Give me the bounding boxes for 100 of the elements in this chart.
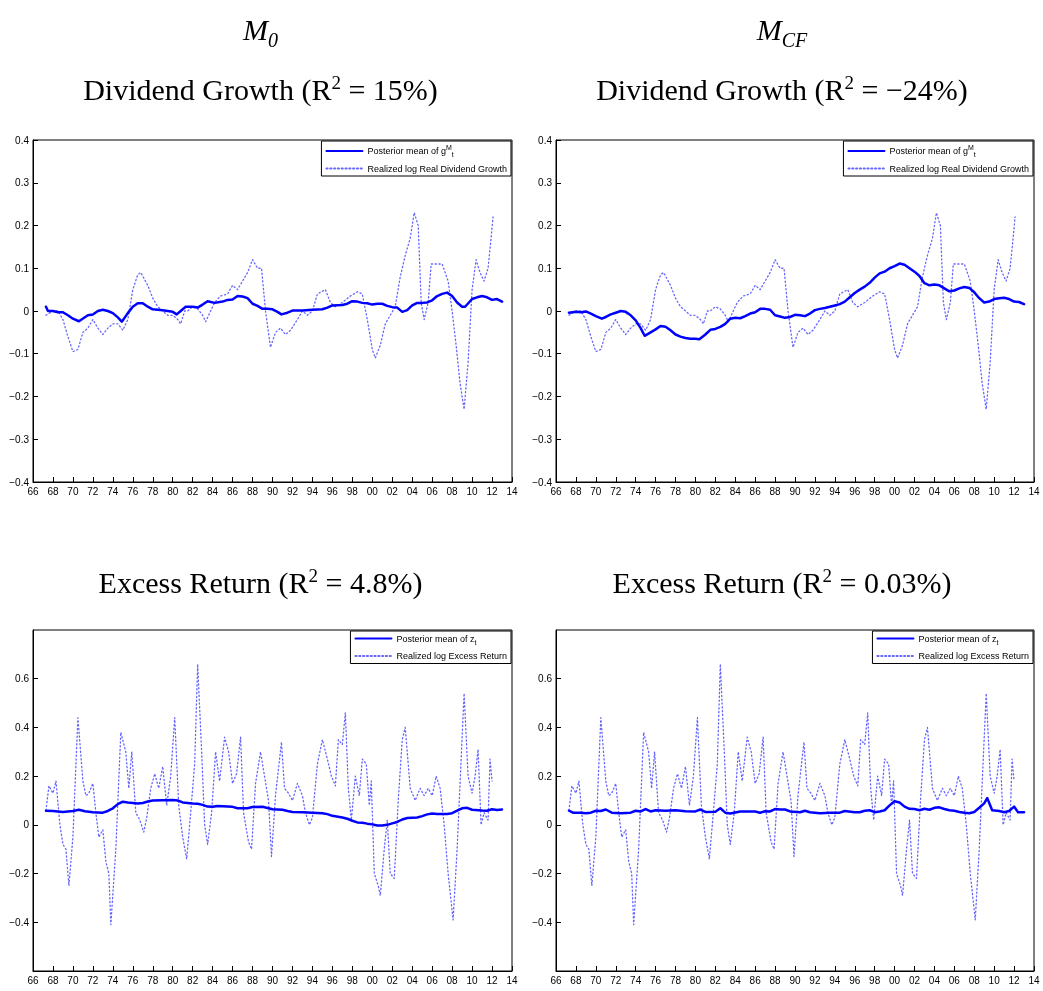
x-tick-label: 70 [590, 974, 602, 986]
y-tick-label: 0 [23, 819, 30, 831]
line-series [567, 262, 1026, 341]
x-tick-label: 84 [729, 974, 742, 986]
x-tick-label: 04 [406, 974, 419, 986]
x-tick-label: 76 [127, 485, 139, 497]
legend-label: Realized log Real Dividend Growth [889, 163, 1030, 174]
x-tick-label: 12 [1008, 485, 1021, 497]
x-tick-label: 02 [908, 974, 921, 986]
y-tick-label: 0.2 [15, 220, 30, 231]
x-tick-label: 08 [968, 485, 981, 497]
x-tick-label: 12 [486, 485, 499, 497]
x-tick-label: 92 [809, 974, 821, 986]
x-tick-label: 90 [789, 974, 801, 986]
x-tick-label: 78 [669, 974, 682, 986]
x-tick-label: 94 [306, 974, 319, 986]
x-tick-label: 70 [590, 485, 602, 497]
y-tick-label: 0.3 [15, 177, 30, 189]
y-tick-label: −0.2 [532, 391, 553, 402]
x-tick-label: 14 [1028, 974, 1040, 986]
x-tick-label: 04 [928, 485, 941, 497]
x-tick-label: 68 [570, 974, 582, 986]
x-tick-label: 86 [749, 974, 762, 986]
x-tick-label: 74 [107, 974, 119, 986]
x-tick-label: 80 [689, 485, 702, 497]
x-tick-label: 00 [889, 485, 901, 497]
line-series [567, 796, 1026, 815]
x-tick-label: 70 [67, 485, 79, 497]
x-tick-label: 96 [849, 974, 861, 986]
x-tick-label: 78 [669, 485, 682, 497]
line-series [45, 663, 493, 926]
x-tick-label: 14 [506, 485, 518, 497]
x-tick-label: 66 [27, 974, 39, 986]
x-tick-label: 84 [207, 974, 219, 986]
x-tick-label: 90 [266, 485, 279, 497]
x-tick-label: 02 [386, 485, 399, 497]
y-tick-label: 0.6 [538, 673, 553, 685]
x-tick-label: 76 [650, 974, 662, 986]
y-tick-label: −0.3 [9, 433, 30, 445]
x-tick-label: 92 [286, 485, 299, 497]
x-tick-label: 94 [306, 485, 319, 497]
y-tick-label: 0.2 [15, 770, 30, 782]
y-tick-label: −0.4 [532, 916, 553, 928]
x-tick-label: 74 [630, 485, 642, 497]
x-tick-label: 72 [87, 485, 99, 497]
x-tick-label: 82 [709, 974, 722, 986]
x-tick-label: 92 [286, 974, 299, 986]
x-tick-label: 90 [266, 974, 279, 986]
y-tick-label: 0.4 [15, 134, 30, 146]
line-series [568, 212, 1016, 410]
y-tick-label: 0.2 [538, 770, 553, 782]
x-tick-label: 14 [506, 974, 518, 986]
legend-label: Realized log Excess Return [918, 651, 1030, 661]
x-tick-label: 04 [406, 485, 419, 497]
y-tick-label: −0.2 [9, 391, 30, 402]
x-tick-label: 06 [948, 974, 961, 986]
x-tick-label: 82 [187, 485, 199, 497]
x-tick-label: 66 [550, 974, 562, 986]
x-tick-label: 68 [47, 485, 59, 497]
x-tick-label: 78 [147, 485, 159, 497]
x-tick-label: 76 [650, 485, 662, 497]
line-series [44, 291, 504, 323]
x-tick-label: 76 [127, 974, 139, 986]
y-tick-label: 0 [23, 305, 30, 317]
x-tick-label: 88 [769, 485, 782, 497]
x-tick-label: 08 [968, 974, 981, 986]
line-series [568, 663, 1015, 926]
x-tick-label: 86 [749, 485, 762, 497]
x-tick-label: 66 [550, 485, 562, 497]
x-tick-label: 04 [928, 974, 941, 986]
y-tick-label: −0.1 [532, 348, 553, 360]
x-tick-label: 72 [87, 974, 99, 986]
x-tick-label: 06 [948, 485, 961, 497]
x-tick-label: 92 [809, 485, 821, 497]
x-tick-label: 00 [366, 974, 379, 986]
x-tick-label: 80 [689, 974, 702, 986]
x-tick-label: 12 [486, 974, 499, 986]
chart-title: Dividend Growth (R$^{2}$ = 15%) [82, 71, 439, 108]
chart-title: Excess Return (R$^{2}$ = 0.03%) [611, 564, 953, 601]
x-tick-label: 70 [67, 974, 79, 986]
y-tick-label: 0.3 [538, 177, 553, 189]
y-tick-label: 0.4 [538, 134, 553, 146]
x-tick-label: 96 [849, 485, 861, 497]
x-tick-label: 84 [207, 485, 219, 497]
y-tick-label: −0.4 [9, 476, 30, 488]
x-tick-label: 12 [1008, 974, 1021, 986]
text: M$_{CF}$ [755, 12, 809, 53]
x-tick-label: 00 [889, 974, 901, 986]
x-tick-label: 06 [426, 485, 439, 497]
y-tick-label: −0.4 [532, 476, 553, 488]
x-tick-label: 98 [346, 485, 359, 497]
x-tick-label: 10 [988, 485, 1001, 497]
y-tick-label: −0.3 [532, 433, 553, 445]
x-tick-label: 90 [789, 485, 801, 497]
x-tick-label: 80 [167, 485, 179, 497]
line-series [45, 212, 494, 410]
chart-title: Dividend Growth (R$^{2}$ = −24%) [595, 71, 969, 108]
x-tick-label: 98 [869, 974, 881, 986]
x-tick-label: 88 [246, 485, 259, 497]
x-tick-label: 02 [908, 485, 921, 497]
